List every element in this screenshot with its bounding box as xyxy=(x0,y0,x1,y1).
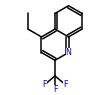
Text: F: F xyxy=(63,80,67,89)
Text: F: F xyxy=(53,85,57,94)
Text: N: N xyxy=(66,48,72,57)
Text: F: F xyxy=(43,80,47,89)
